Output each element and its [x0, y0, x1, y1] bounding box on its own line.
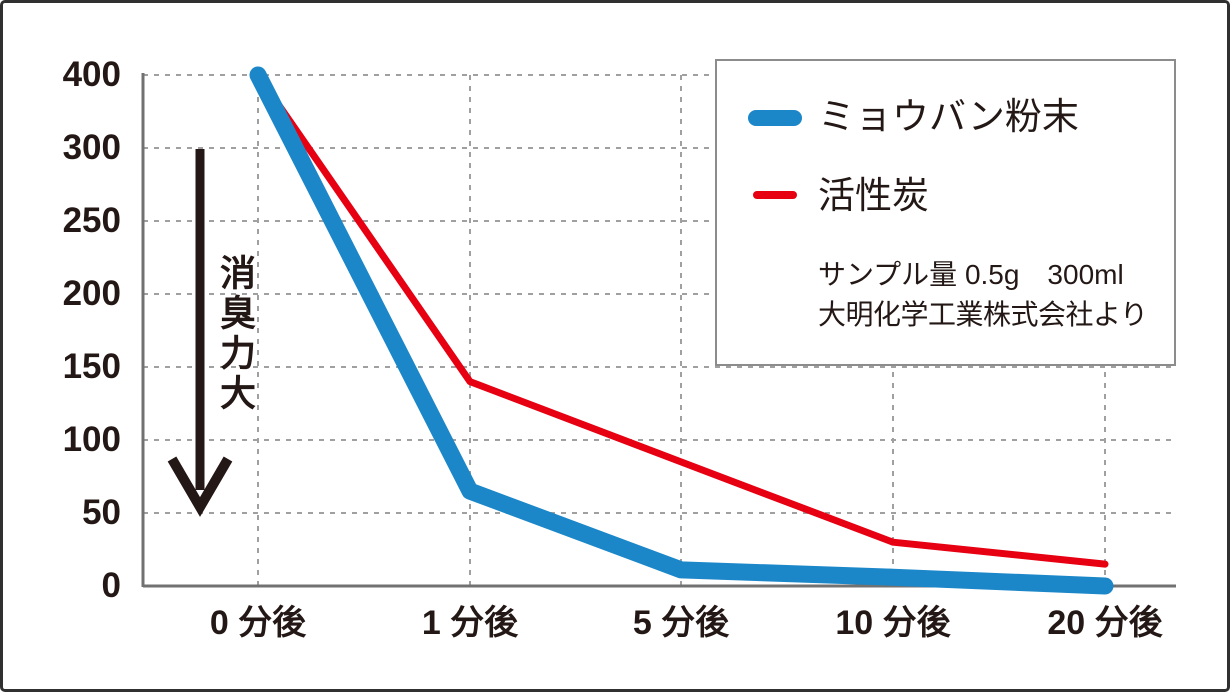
legend-swatch-alum-powder	[748, 110, 802, 126]
deodorizing-power-label: 消臭力大	[215, 254, 256, 414]
legend-label-activated-carbon: 活性炭	[818, 175, 929, 216]
y-tick-label: 50	[82, 493, 121, 532]
y-tick-label: 100	[62, 420, 121, 459]
y-tick-label: 200	[62, 274, 121, 313]
x-tick-label: 0 分後	[209, 604, 307, 642]
deodorizing-power-arrow	[167, 149, 233, 517]
x-tick-label: 20 分後	[1047, 604, 1163, 642]
y-tick-label: 0	[101, 566, 121, 605]
x-tick-label: 1 分後	[421, 604, 519, 642]
legend-note-source: 大明化学工業株式会社より	[818, 299, 1148, 330]
legend-swatch-activated-carbon	[753, 191, 797, 199]
y-tick-label: 250	[62, 201, 121, 240]
arrow-head	[167, 456, 233, 517]
legend-note-sample-amount: サンプル量 0.5g 300ml	[818, 259, 1124, 290]
y-tick-label: 150	[62, 347, 121, 386]
series-lines	[249, 66, 1114, 595]
series-line-activated-carbon	[254, 71, 1109, 568]
y-tick-label: 300	[62, 128, 121, 167]
x-tick-label: 5 分後	[632, 604, 730, 642]
y-tick-label: 400	[62, 55, 121, 94]
x-tick-label: 10 分後	[835, 604, 951, 642]
legend-label-alum-powder: ミョウバン粉末	[818, 96, 1079, 137]
legend-box: ミョウバン粉末 活性炭 サンプル量 0.5g 300ml 大明化学工業株式会社よ…	[715, 59, 1176, 366]
series-line-alum-powder	[249, 66, 1114, 595]
